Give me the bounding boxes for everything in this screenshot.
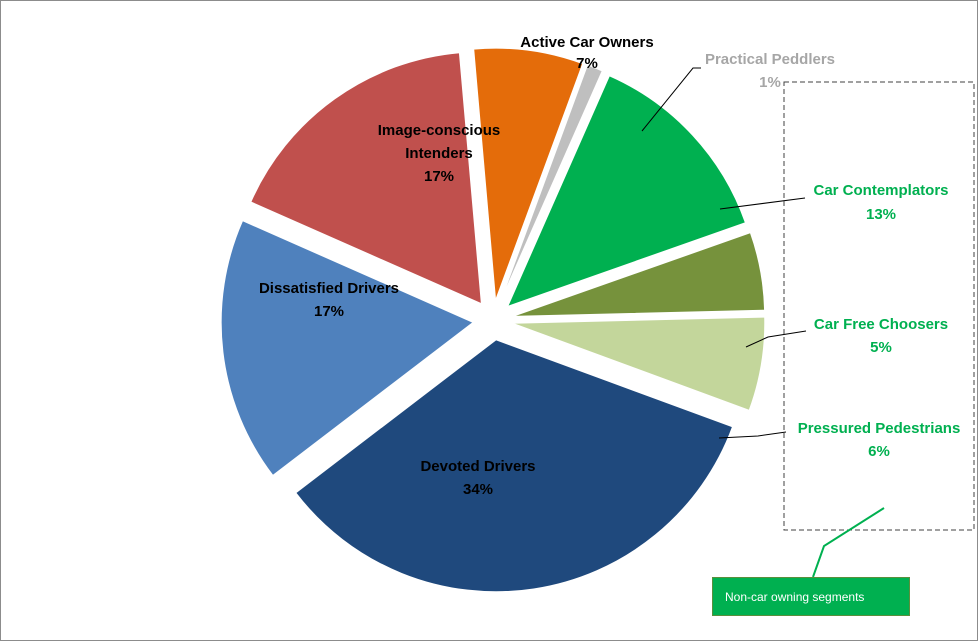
label-car-contemplators-name: Car Contemplators (813, 182, 948, 199)
callout-text: Non-car owning segments (725, 589, 865, 604)
label-image-conscious-line2: Intenders (405, 145, 473, 162)
non-car-owning-group-box (783, 81, 975, 531)
slice-active-car-owners (473, 47, 584, 301)
label-active-car-owners-percent: 7% (576, 55, 598, 72)
label-active-car-owners-name: Active Car Owners (520, 34, 653, 51)
label-devoted-drivers-name: Devoted Drivers (420, 458, 535, 475)
leader-line-pressured-pedestrians (718, 431, 787, 439)
label-pressured-pedestrians-percent: 6% (868, 443, 890, 460)
label-car-free-choosers-percent: 5% (870, 339, 892, 356)
label-car-free-choosers-name: Car Free Choosers (814, 316, 948, 333)
label-pressured-pedestrians-name: Pressured Pedestrians (798, 420, 961, 437)
callout-connector-line (812, 507, 885, 578)
label-car-contemplators-percent: 13% (866, 206, 896, 223)
slice-car-free-choosers (512, 232, 766, 317)
label-devoted-drivers-percent: 34% (463, 481, 493, 498)
slice-dissatisfied-drivers (220, 220, 475, 477)
label-practical-peddlers-percent: 1% (759, 74, 781, 91)
non-car-owning-callout: Non-car owning segments (712, 577, 910, 616)
label-practical-peddlers-name: Practical Peddlers (705, 51, 835, 68)
leader-line-car-contemplators (719, 197, 806, 210)
slice-image-conscious-intenders (250, 52, 482, 305)
leader-line-practical-peddlers (641, 67, 701, 132)
label-dissatisfied-drivers-name: Dissatisfied Drivers (259, 280, 399, 297)
label-image-conscious-percent: 17% (424, 168, 454, 185)
slice-devoted-drivers (295, 339, 734, 593)
slice-practical-peddlers (500, 64, 603, 302)
label-image-conscious-line1: Image-conscious (378, 122, 501, 139)
leader-line-car-free-choosers (745, 330, 807, 348)
slice-pressured-pedestrians (512, 316, 766, 411)
label-dissatisfied-drivers-percent: 17% (314, 303, 344, 320)
